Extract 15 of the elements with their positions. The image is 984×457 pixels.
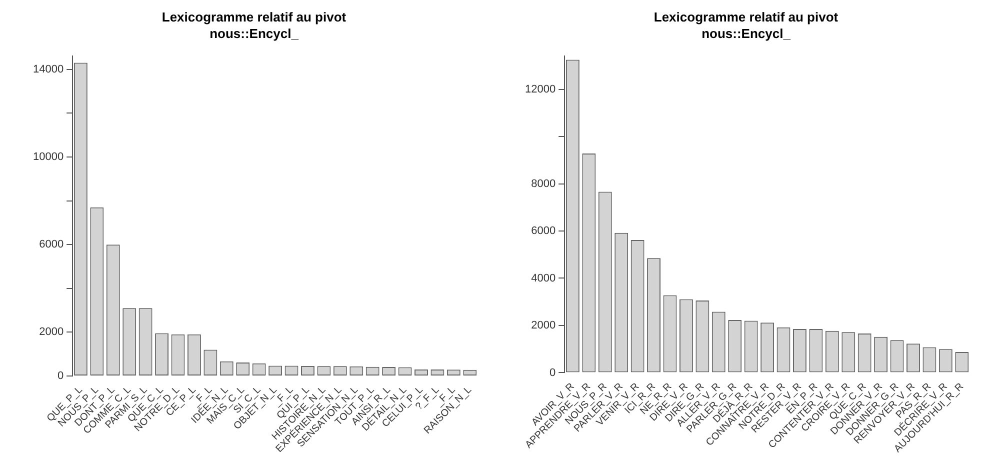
- y-tick-label: 14000: [32, 63, 64, 76]
- chart-title: Lexicogramme relatif au pivot: [654, 9, 839, 24]
- y-tick-label: 2000: [39, 326, 64, 338]
- y-tick-label: 8000: [531, 178, 556, 190]
- chart-subtitle: nous::Encycl_: [210, 26, 300, 41]
- y-tick-label: 4000: [531, 272, 556, 284]
- y-tick-label: 6000: [39, 238, 64, 251]
- y-tick-label: 0: [549, 366, 556, 379]
- y-tick-label: 6000: [531, 225, 556, 238]
- y-tick-label: 2000: [531, 320, 556, 332]
- y-tick-label: 12000: [524, 83, 556, 96]
- chart-subtitle: nous::Encycl_: [702, 26, 792, 41]
- y-tick-label: 0: [57, 370, 64, 382]
- chart-title: Lexicogramme relatif au pivot: [162, 9, 347, 24]
- y-tick-label: 10000: [32, 151, 64, 163]
